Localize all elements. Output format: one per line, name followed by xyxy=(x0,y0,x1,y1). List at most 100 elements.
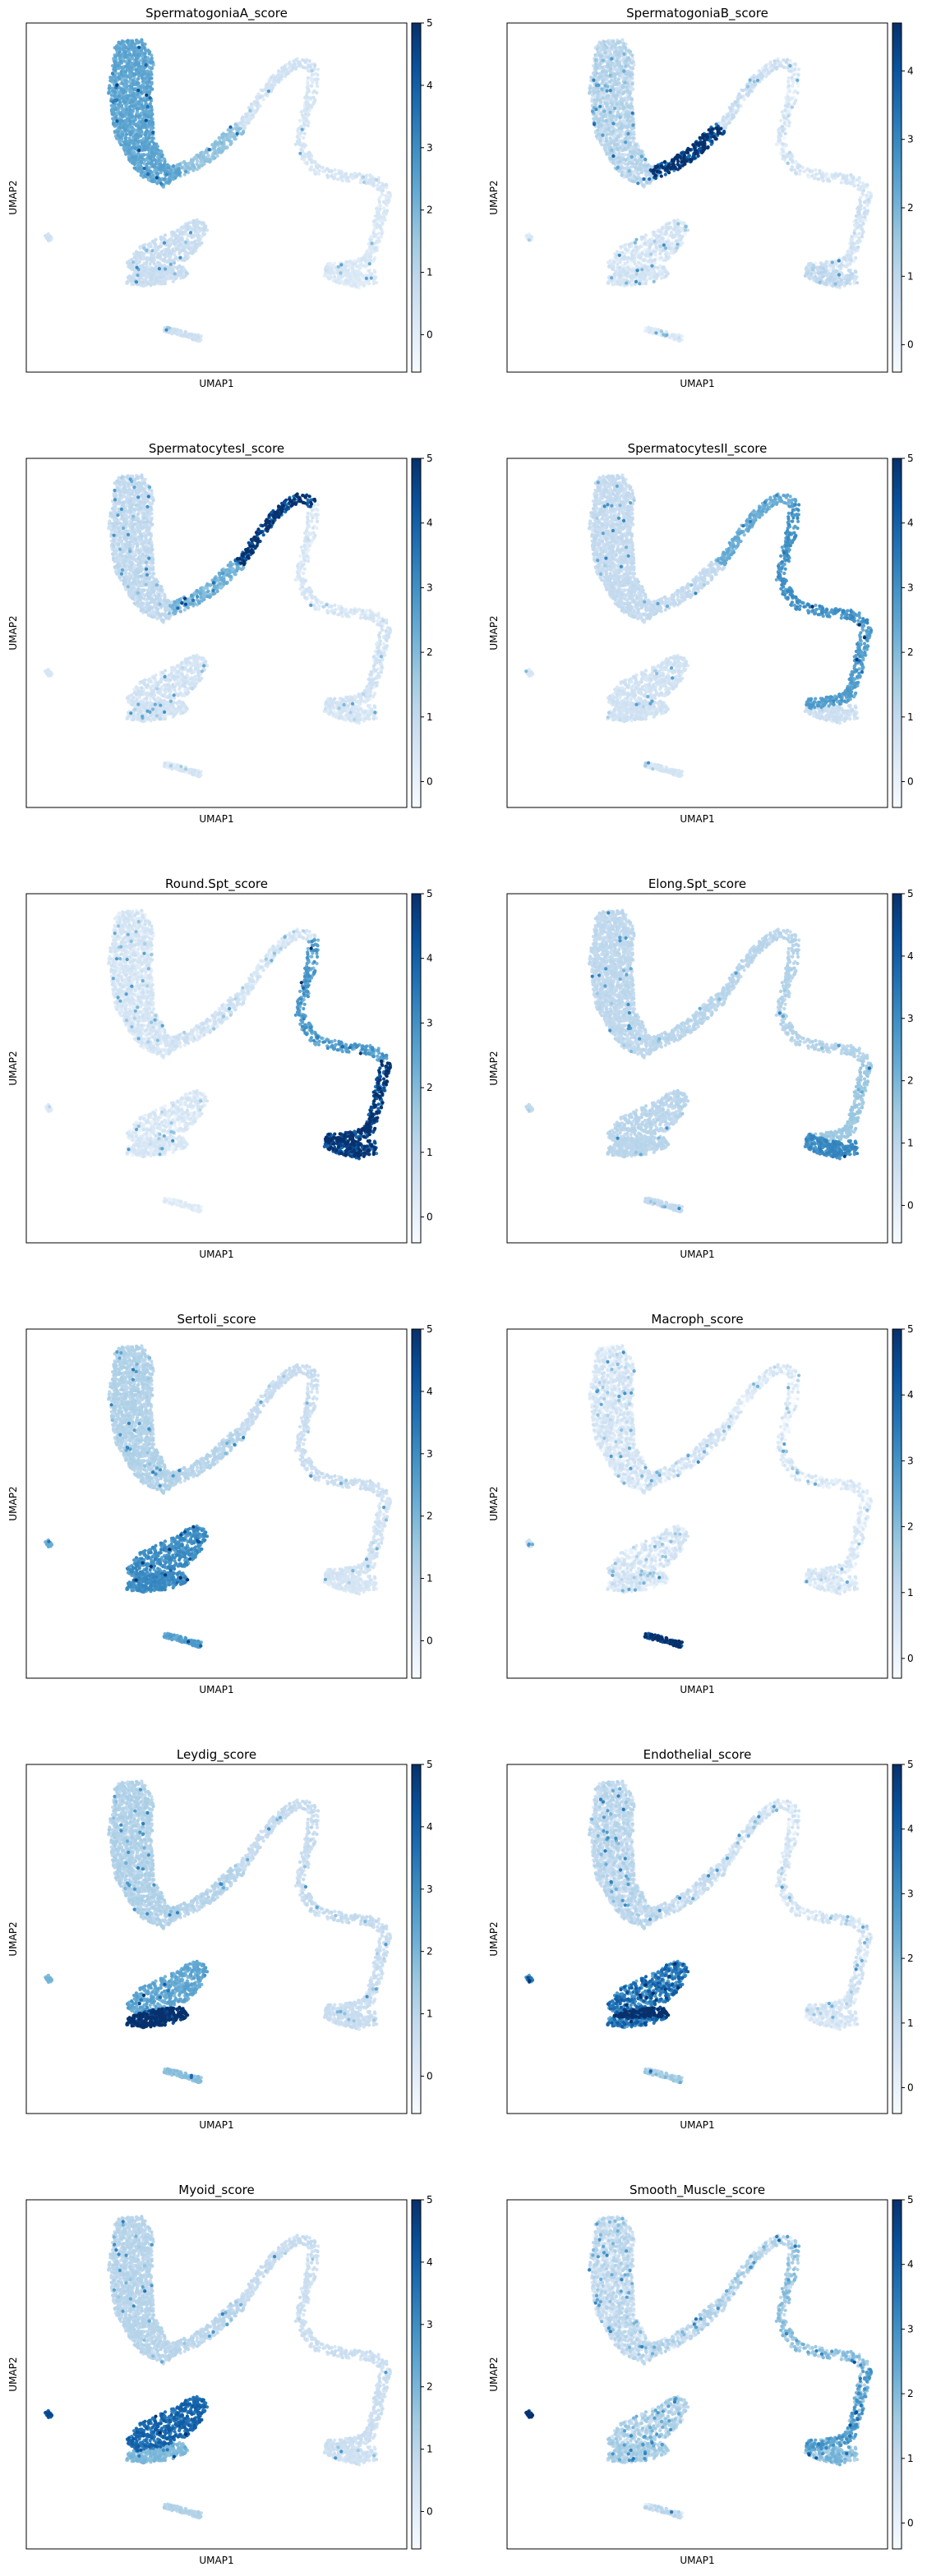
cell-point xyxy=(124,142,127,145)
cell-point xyxy=(160,154,164,158)
cell-point xyxy=(113,61,117,64)
cell-point xyxy=(163,178,166,182)
cell-point xyxy=(140,173,143,177)
cell-point xyxy=(174,329,178,332)
cell-point xyxy=(228,140,231,143)
cell-point xyxy=(374,246,377,249)
cell-point xyxy=(145,129,149,132)
cell-point xyxy=(118,50,122,53)
cell-point xyxy=(195,246,198,250)
cell-point xyxy=(262,98,265,101)
cell-point xyxy=(387,200,390,203)
cell-point xyxy=(166,240,169,243)
cell-point xyxy=(143,122,146,126)
cell-point xyxy=(149,256,152,260)
cell-point xyxy=(333,275,336,278)
cell-point xyxy=(164,329,168,332)
colorbar-tick-label: 3 xyxy=(427,142,433,154)
cell-point xyxy=(370,242,373,245)
axes-frame xyxy=(507,23,888,372)
cell-point xyxy=(127,39,130,42)
cell-point xyxy=(140,38,143,41)
cell-point xyxy=(146,146,150,150)
cell-point xyxy=(134,137,137,140)
cell-point xyxy=(282,69,285,72)
cell-point xyxy=(124,65,127,68)
cell-point xyxy=(122,126,125,129)
cell-point xyxy=(146,49,150,53)
cell-point xyxy=(178,163,181,166)
cell-point xyxy=(373,235,376,238)
cell-point xyxy=(385,209,389,213)
cell-point xyxy=(114,69,118,72)
cell-point xyxy=(196,336,200,339)
cell-point xyxy=(47,238,50,242)
cell-point xyxy=(310,85,313,88)
cell-point xyxy=(143,167,146,170)
cell-point xyxy=(334,172,337,176)
cell-point xyxy=(200,242,203,245)
cell-point xyxy=(127,158,131,161)
colorbar-tick-label: 1 xyxy=(427,267,433,278)
cell-point xyxy=(250,103,253,106)
cell-point xyxy=(126,280,129,283)
cell-point xyxy=(136,251,139,254)
cell-point xyxy=(44,234,47,237)
cell-point xyxy=(130,146,133,150)
cell-point xyxy=(192,221,196,224)
cell-point xyxy=(369,255,372,258)
cell-point xyxy=(154,251,157,255)
cell-point xyxy=(379,208,382,211)
cell-point xyxy=(796,85,800,88)
cell-point xyxy=(119,60,122,63)
cell-point xyxy=(128,108,131,112)
cell-point xyxy=(180,237,183,240)
cell-point xyxy=(270,83,273,86)
cell-point xyxy=(164,282,167,285)
colorbar xyxy=(412,23,421,372)
cell-point xyxy=(135,39,138,42)
x-axis-label: UMAP1 xyxy=(199,378,233,389)
cell-point xyxy=(123,60,127,63)
cell-point xyxy=(123,136,127,140)
cell-point xyxy=(191,168,195,172)
cell-point xyxy=(164,267,167,270)
cell-point xyxy=(150,146,154,150)
cell-point xyxy=(190,158,193,161)
cell-point xyxy=(328,276,331,279)
cell-point xyxy=(255,95,258,99)
cell-point xyxy=(194,226,197,229)
cell-point xyxy=(293,62,296,65)
cell-point xyxy=(155,176,159,179)
cell-point xyxy=(333,168,336,172)
cell-point xyxy=(136,266,139,269)
cell-point xyxy=(173,272,177,275)
cell-point xyxy=(186,228,189,231)
cell-point xyxy=(344,172,348,176)
colorbar-tick-label: 0 xyxy=(427,329,433,340)
cell-point xyxy=(259,95,262,99)
cell-point xyxy=(341,179,344,182)
cell-point xyxy=(339,263,343,266)
cell-point xyxy=(124,51,127,54)
cell-point xyxy=(313,64,316,67)
cell-point xyxy=(151,240,154,243)
cell-point xyxy=(118,126,122,129)
cell-point xyxy=(148,52,151,55)
cell-point xyxy=(307,88,310,91)
cell-point xyxy=(298,119,302,122)
cell-point xyxy=(247,122,250,125)
cell-point xyxy=(312,90,316,93)
cell-point xyxy=(108,76,112,79)
cell-point xyxy=(178,256,182,260)
cell-point xyxy=(296,140,299,143)
cell-point xyxy=(337,265,340,269)
cell-point xyxy=(141,281,144,284)
cell-point xyxy=(197,227,201,230)
cell-point xyxy=(385,194,388,197)
cell-point xyxy=(131,94,134,97)
cell-point xyxy=(184,255,187,258)
cell-point xyxy=(110,108,113,112)
cell-point xyxy=(121,133,124,136)
cell-point xyxy=(228,126,232,129)
